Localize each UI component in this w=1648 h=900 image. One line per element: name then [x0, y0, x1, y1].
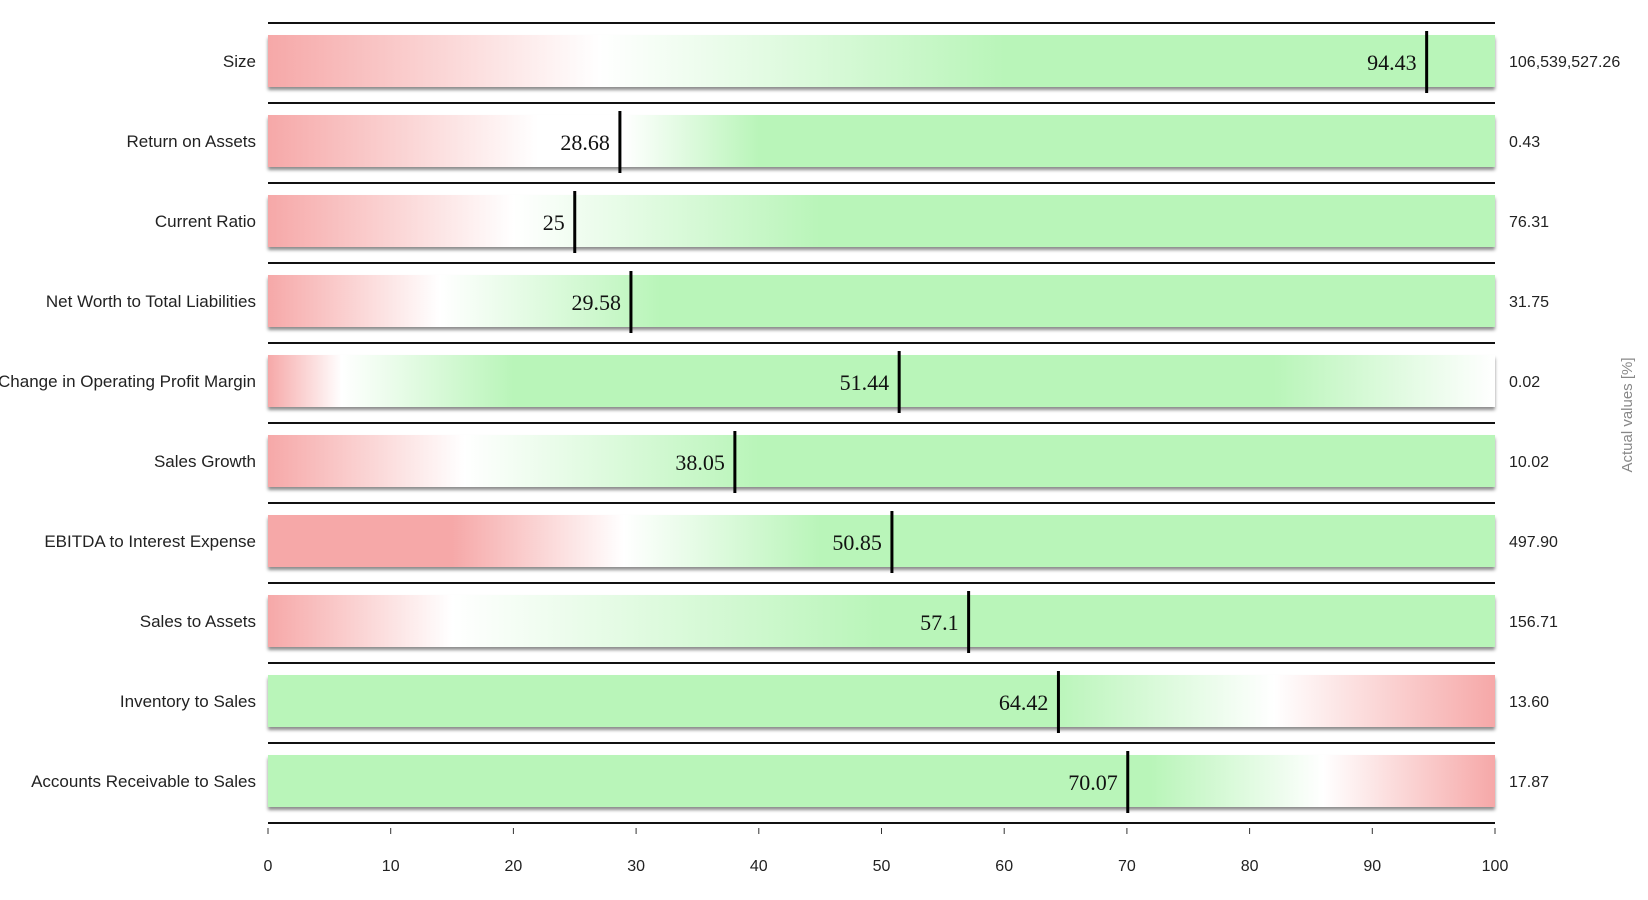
- actual-value-label: 0.02: [1509, 374, 1540, 391]
- value-label: 94.43: [1367, 50, 1417, 75]
- x-tick-label: 100: [1482, 858, 1509, 875]
- metric-row: EBITDA to Interest Expense 50.85 497.90: [44, 502, 1558, 573]
- category-label: Size: [223, 52, 256, 71]
- actual-value-label: 156.71: [1509, 614, 1558, 631]
- category-label: Return on Assets: [127, 132, 256, 151]
- category-label: Inventory to Sales: [120, 692, 256, 711]
- x-tick-label: 30: [627, 858, 645, 875]
- value-label: 70.07: [1068, 770, 1118, 795]
- actual-value-label: 10.02: [1509, 454, 1549, 471]
- category-label: Net Worth to Total Liabilities: [46, 292, 256, 311]
- metric-row: Current Ratio 25 76.31: [155, 182, 1549, 253]
- right-axis-title: Actual values [%]: [1619, 357, 1636, 472]
- metric-row: Change in Operating Profit Margin 51.44 0.…: [0, 342, 1540, 413]
- x-tick-label: 90: [1363, 858, 1381, 875]
- bar-track: [268, 275, 1495, 327]
- bar-track: [268, 435, 1495, 487]
- bar-track: [268, 355, 1495, 407]
- bar-track: [268, 675, 1495, 727]
- x-tick-label: 80: [1241, 858, 1259, 875]
- category-label: Accounts Receivable to Sales: [31, 772, 256, 791]
- bar-track: [268, 515, 1495, 567]
- bar-track: [268, 35, 1495, 87]
- x-tick-label: 60: [995, 858, 1013, 875]
- rows-layer: Size 94.43 106,539,527.26 Return on Assets 2…: [0, 22, 1620, 813]
- actual-value-label: 76.31: [1509, 214, 1549, 231]
- category-label: Sales Growth: [154, 452, 256, 471]
- x-tick-label: 40: [750, 858, 768, 875]
- value-label: 64.42: [999, 690, 1049, 715]
- category-label: Sales to Assets: [140, 612, 256, 631]
- category-label: Current Ratio: [155, 212, 256, 231]
- category-label: Change in Operating Profit Margin: [0, 372, 256, 391]
- actual-value-label: 17.87: [1509, 774, 1549, 791]
- value-label: 38.05: [675, 450, 725, 475]
- actual-value-label: 13.60: [1509, 694, 1549, 711]
- actual-value-label: 497.90: [1509, 534, 1558, 551]
- bar-track: [268, 195, 1495, 247]
- bar-track: [268, 115, 1495, 167]
- x-tick-label: 50: [873, 858, 891, 875]
- value-label: 28.68: [560, 130, 610, 155]
- x-tick-label: 0: [264, 858, 273, 875]
- value-label: 50.85: [832, 530, 882, 555]
- metric-row: Accounts Receivable to Sales 70.07 17.87: [31, 742, 1549, 813]
- x-tick-label: 70: [1118, 858, 1136, 875]
- value-label: 29.58: [571, 290, 621, 315]
- metric-row: Return on Assets 28.68 0.43: [127, 102, 1540, 173]
- x-axis: 0 10 20 30 40 50 60 70 80 90 100: [264, 822, 1509, 875]
- x-tick-label: 10: [382, 858, 400, 875]
- x-tick-label: 20: [505, 858, 523, 875]
- bar-track: [268, 755, 1495, 807]
- bar-track: [268, 595, 1495, 647]
- metric-row: Size 94.43 106,539,527.26: [223, 22, 1620, 93]
- value-label: 25: [543, 210, 565, 235]
- metric-row: Inventory to Sales 64.42 13.60: [120, 662, 1549, 733]
- metric-row: Sales Growth 38.05 10.02: [154, 422, 1549, 493]
- metric-row: Sales to Assets 57.1 156.71: [140, 582, 1558, 653]
- category-label: EBITDA to Interest Expense: [44, 532, 256, 551]
- actual-value-label: 31.75: [1509, 294, 1549, 311]
- value-label: 57.1: [920, 610, 959, 635]
- value-label: 51.44: [840, 370, 890, 395]
- metric-row: Net Worth to Total Liabilities 29.58 31.75: [46, 262, 1549, 333]
- actual-value-label: 106,539,527.26: [1509, 54, 1620, 71]
- actual-value-label: 0.43: [1509, 134, 1540, 151]
